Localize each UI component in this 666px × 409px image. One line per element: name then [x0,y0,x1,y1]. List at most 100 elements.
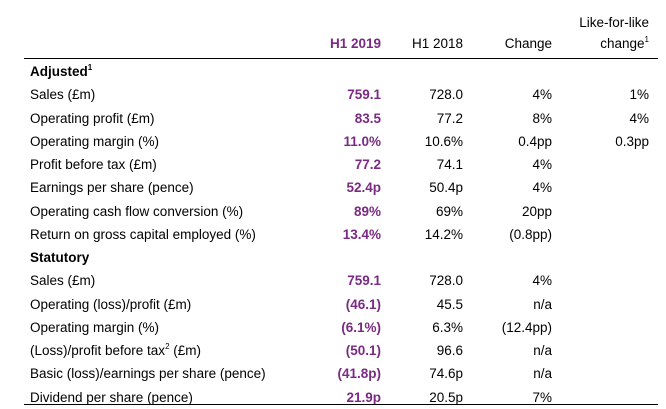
cell-change: 4% [532,180,552,196]
table-row: Operating margin (%) (6.1%) 6.3% (12.4pp) [24,316,658,339]
cell-h1-2018: 77.2 [436,110,463,126]
table-row: Basic (loss)/earnings per share (pence) (… [24,362,658,385]
row-label: Operating (loss)/profit (£m) [30,293,191,316]
table-row: (Loss)/profit before tax2 (£m) (50.1) 96.6… [24,339,658,362]
col-header-change: Change [504,36,552,51]
cell-h1-2019: (50.1) [345,343,381,358]
table-row: Dividend per share (pence) 21.9p 20.5p 7% [24,386,658,409]
row-label: Dividend per share (pence) [30,386,193,409]
header-rule [24,58,658,59]
row-label: Sales (£m) [30,83,95,106]
footnote-marker: 1 [87,63,93,72]
col-header-lfl-text: change [600,36,645,51]
row-label-text: Operating profit (£m) [30,110,155,126]
col-header-h1-2019: H1 2019 [329,36,381,51]
table-row: Operating margin (%) 11.0% 10.6% 0.4pp 0.3pp [24,130,658,153]
cell-lfl-change: 4% [629,110,649,126]
table-row: Earnings per share (pence) 52.4p 50.4p 4% [24,176,658,199]
footnote-marker: 2 [165,342,170,351]
row-label-text: Sales (£m) [30,273,96,289]
row-label: Return on gross capital employed (%) [30,223,256,246]
cell-h1-2019: 11.0% [343,133,381,149]
table-row: Operating (loss)/profit (£m) (46.1) 45.5 n/… [24,293,658,316]
cell-h1-2019: 52.4p [346,180,381,196]
row-label-text: Basic (loss)/earnings per share (pence) [30,366,266,382]
table-row: Sales (£m) 759.1 728.0 4% [24,269,658,292]
table-body: Adjusted1 Sales (£m) 759.1 728.0 4% 1% Operati… [24,60,658,409]
cell-change: 20pp [521,203,552,219]
row-label-text: Operating margin (%) [30,319,160,335]
section-title: Statutory [30,246,89,269]
row-label-text: Dividend per share (pence) [30,389,193,405]
section-heading: Statutory [24,246,658,269]
cell-h1-2018: 69% [435,203,463,219]
financial-summary-table: H1 2019 H1 2018 Change Like-for-like cha… [24,0,658,405]
cell-h1-2019: 89% [353,203,381,219]
section-title-text: Statutory [30,250,90,265]
table-row: Operating profit (£m) 83.5 77.2 8% 4% [24,107,658,130]
cell-h1-2019: 21.9p [346,389,381,405]
cell-lfl-change: 1% [629,87,649,103]
cell-h1-2018: 20.5p [429,389,463,405]
cell-h1-2018: 6.3% [432,319,463,335]
row-label: Basic (loss)/earnings per share (pence) [30,362,266,385]
row-label-text: Operating cash flow conversion (%) [30,203,244,219]
table-row: Sales (£m) 759.1 728.0 4% 1% [24,83,658,106]
table-header: H1 2019 H1 2018 Change Like-for-like cha… [24,0,658,58]
cell-change: 4% [532,273,552,289]
section-title: Adjusted1 [30,60,92,83]
cell-change: (0.8pp) [509,226,552,242]
cell-h1-2018: 74.1 [436,157,463,172]
footnote-marker: 1 [644,35,649,44]
row-label-text: Return on gross capital employed (%) [30,226,256,242]
cell-h1-2018: 14.2% [424,226,463,242]
cell-change: 8% [532,110,552,126]
cell-change: 0.4pp [518,133,552,149]
row-label-text: Operating (loss)/profit (£m) [30,296,192,312]
row-label-text: Profit before tax (£m) [30,157,157,172]
row-label: Earnings per share (pence) [30,176,194,199]
cell-h1-2018: 728.0 [429,87,463,103]
cell-change: 4% [532,87,552,103]
cell-change: n/a [533,366,552,382]
col-header-h1-2018: H1 2018 [411,36,463,51]
table-row: Operating cash flow conversion (%) 89% 69%… [24,200,658,223]
row-label-suffix: (£m) [169,343,202,358]
col-header-lfl-line2: change1 [600,35,649,53]
cell-h1-2019: 83.5 [354,110,381,126]
row-label: Operating profit (£m) [30,107,155,130]
section-heading: Adjusted1 [24,60,658,83]
cell-change: 7% [532,389,552,405]
cell-h1-2018: 50.4p [429,180,463,196]
cell-h1-2019: 759.1 [347,273,381,289]
cell-h1-2019: 77.2 [354,157,381,172]
row-label-text: Operating margin (%) [30,133,160,149]
row-label: Operating cash flow conversion (%) [30,200,243,223]
row-label: (Loss)/profit before tax2 (£m) [30,339,201,362]
cell-change: n/a [533,343,552,358]
cell-h1-2018: 10.6% [424,133,463,149]
row-label-text: (Loss)/profit before tax [30,343,166,358]
row-label-text: Earnings per share (pence) [30,180,194,196]
cell-h1-2019: (41.8p) [337,366,381,382]
section-title-text: Adjusted [30,64,88,79]
cell-change: n/a [533,296,552,312]
row-label: Operating margin (%) [30,316,159,339]
cell-h1-2018: 45.5 [436,296,463,312]
bottom-rule [24,404,658,405]
row-label-text: Sales (£m) [30,87,96,103]
cell-h1-2018: 74.6p [429,366,463,382]
row-label: Profit before tax (£m) [30,153,157,176]
cell-lfl-change: 0.3pp [615,133,649,149]
cell-change: (12.4pp) [501,319,552,335]
row-label: Operating margin (%) [30,130,159,153]
cell-h1-2018: 96.6 [436,343,463,358]
col-header-lfl-line1: Like-for-like [579,15,649,30]
cell-h1-2019: (6.1%) [341,319,381,335]
cell-h1-2018: 728.0 [429,273,463,289]
cell-h1-2019: 759.1 [347,87,381,103]
table-row: Return on gross capital employed (%) 13.4… [24,223,658,246]
cell-h1-2019: (46.1) [345,296,381,312]
cell-change: 4% [532,157,552,172]
table-row: Profit before tax (£m) 77.2 74.1 4% [24,153,658,176]
